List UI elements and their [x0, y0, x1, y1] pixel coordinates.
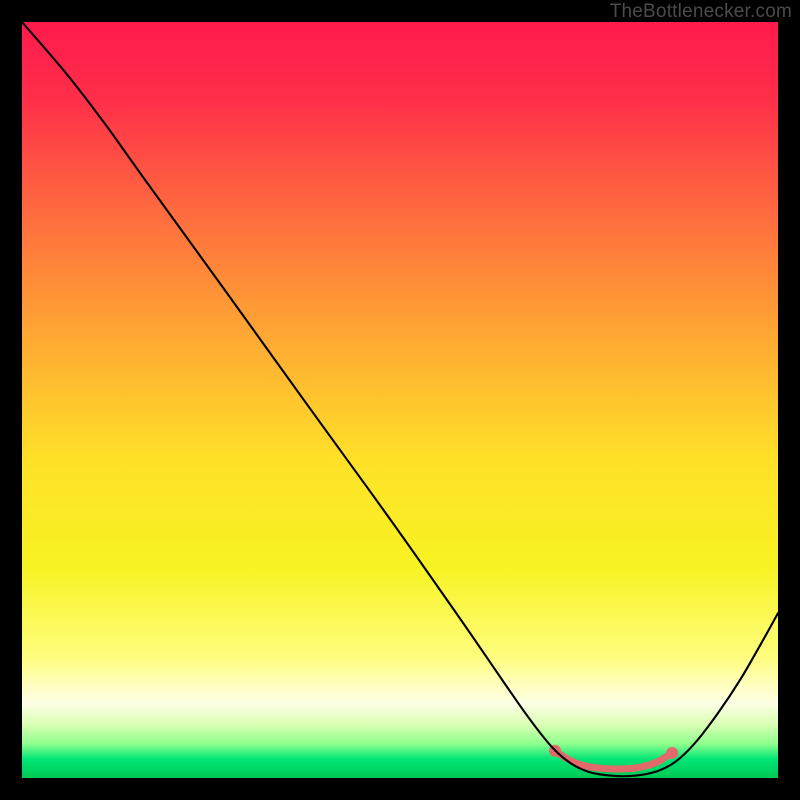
- attribution-label: TheBottlenecker.com: [610, 1, 792, 23]
- bottleneck-curve: [22, 22, 778, 776]
- chart-outer-frame: TheBottlenecker.com: [0, 0, 800, 800]
- valley-accent-line: [555, 751, 672, 769]
- chart-plot-area: [22, 22, 778, 778]
- chart-curve-layer: [22, 22, 778, 778]
